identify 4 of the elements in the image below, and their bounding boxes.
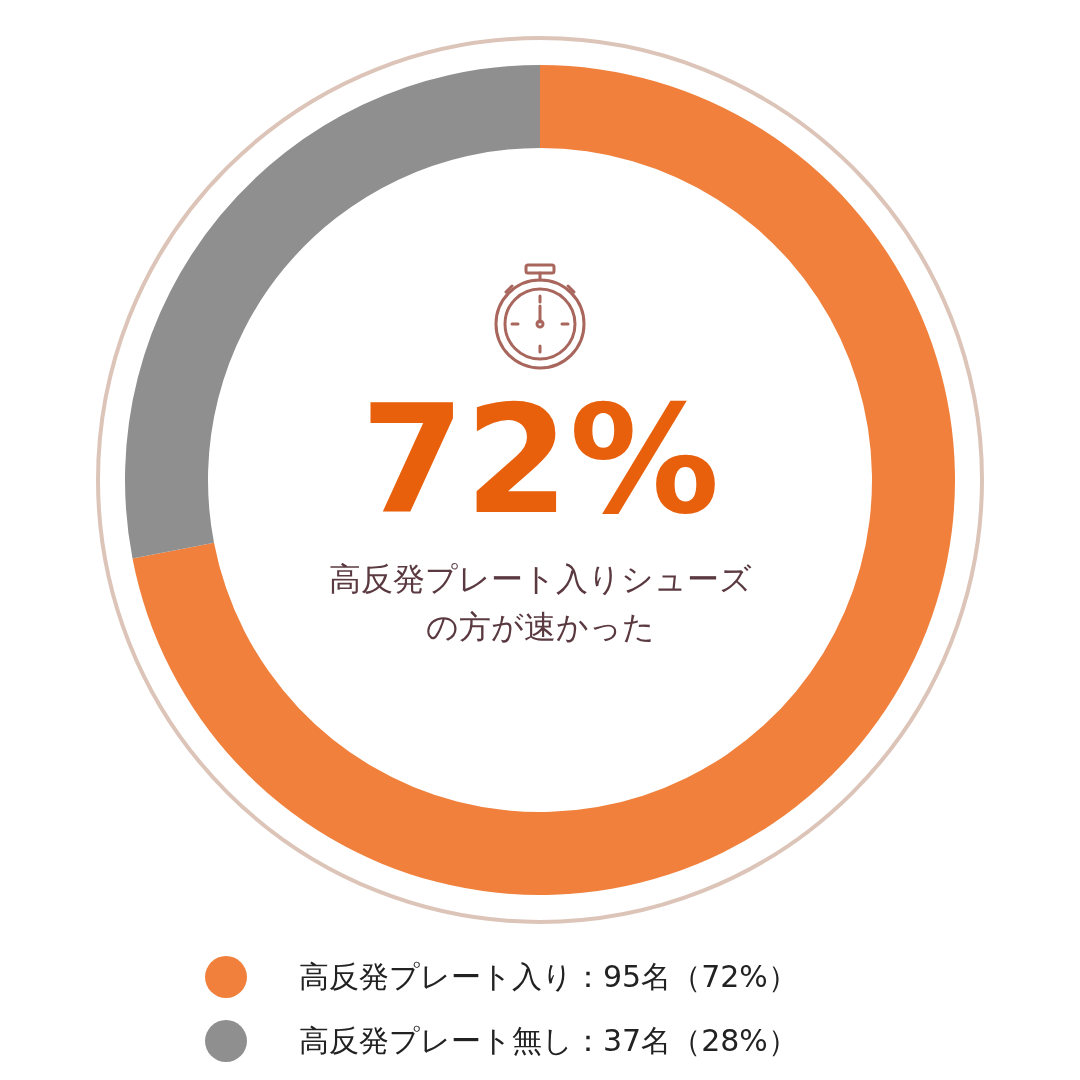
legend-label: 高反発プレート無し：37名（28%） <box>299 1021 798 1060</box>
text: 72% <box>359 373 721 547</box>
legend-label: 高反発プレート入り：95名（72%） <box>299 957 798 996</box>
text: 高反発プレート入りシューズの方が速かった <box>327 559 753 648</box>
